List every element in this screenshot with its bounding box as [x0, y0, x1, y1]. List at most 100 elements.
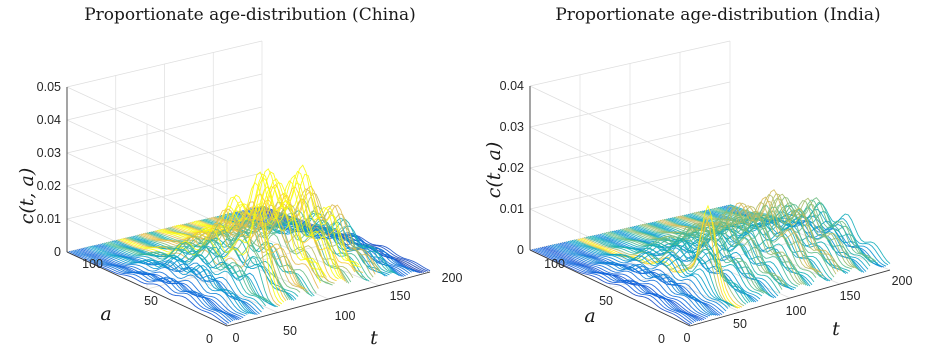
- surface-line: [545, 245, 707, 320]
- surface-line: [94, 244, 256, 315]
- surface-line: [158, 171, 323, 279]
- surface-line: [569, 240, 731, 307]
- surface-line: [88, 246, 250, 314]
- chart-title: Proportionate age-distribution (China): [84, 5, 416, 25]
- surface-line: [107, 240, 270, 303]
- t-tick-label: 50: [283, 324, 297, 338]
- india-surface-chart: Proportionate age-distribution (India) 0…: [483, 5, 913, 346]
- surface-line: [179, 183, 346, 282]
- t-tick-label: 50: [733, 317, 747, 331]
- surface-line: [160, 173, 325, 277]
- surface-line: [82, 247, 244, 319]
- z-tick-label: 0.04: [500, 79, 524, 93]
- surface-line: [661, 200, 823, 274]
- t-tick-label: 200: [442, 271, 463, 285]
- a-tick-label: 0: [658, 332, 665, 346]
- surface-line: [96, 244, 258, 316]
- surface-line: [547, 245, 709, 318]
- surface-line: [605, 227, 767, 293]
- a-axis-line: [529, 249, 691, 327]
- a-axis-line: [66, 251, 228, 327]
- a-tick-label: 100: [82, 257, 103, 271]
- t-tick-label: 100: [335, 309, 356, 323]
- t-tick-label: 0: [233, 331, 240, 345]
- surface-line: [90, 245, 252, 315]
- z-tick-label: 0.01: [37, 212, 61, 226]
- surface-line: [555, 243, 717, 316]
- grid-line: [609, 237, 811, 289]
- surface-line: [529, 249, 691, 326]
- surface-line: [583, 237, 745, 307]
- surface-line: [533, 248, 695, 323]
- surface-line: [599, 233, 761, 300]
- t-axis-line: [689, 269, 891, 327]
- t-tick-label: 200: [892, 274, 913, 288]
- a-axis-label: a: [100, 303, 111, 325]
- z-tick-label: 0: [517, 243, 524, 257]
- surface-line: [70, 250, 232, 323]
- surface-line: [105, 239, 268, 304]
- china-surface-chart: Proportionate age-distribution (China) 0…: [16, 5, 463, 349]
- surface-line: [100, 243, 262, 313]
- t-axis-label: t: [370, 327, 378, 349]
- surface-line: [86, 246, 248, 315]
- surface-line: [539, 247, 701, 322]
- surface-line: [585, 236, 747, 305]
- z-tick-label: 0.02: [500, 161, 524, 175]
- surface-line: [139, 212, 303, 290]
- surface-line: [137, 226, 301, 293]
- surface-line: [637, 221, 799, 287]
- surface-line: [625, 215, 787, 286]
- a-tick-label: 50: [144, 294, 158, 308]
- surface-line: [571, 239, 733, 307]
- surface-line: [78, 248, 240, 321]
- z-tick-label: 0.03: [500, 120, 524, 134]
- surface-line: [607, 226, 769, 294]
- a-tick-label: 50: [599, 294, 613, 308]
- surface-line: [581, 215, 743, 308]
- surface-line: [537, 247, 699, 322]
- t-tick-label: 150: [390, 289, 411, 303]
- z-axis-label: c(t, a): [16, 168, 38, 225]
- china-panel: Proportionate age-distribution (China) 0…: [16, 5, 463, 349]
- surface-line: [573, 239, 735, 307]
- surface-line: [140, 206, 305, 289]
- surface-line: [162, 185, 327, 278]
- surface-line: [575, 239, 737, 308]
- surface-line: [543, 246, 705, 321]
- surface-line: [535, 248, 697, 322]
- surface-line: [549, 244, 711, 317]
- surface-line: [541, 246, 703, 321]
- surface-line: [597, 234, 759, 302]
- surface-line: [551, 244, 713, 316]
- t-axis-label: t: [832, 318, 840, 340]
- surface-line: [563, 241, 725, 314]
- surface-line: [84, 247, 246, 317]
- surface-line: [531, 249, 693, 325]
- surface-line: [655, 213, 817, 278]
- z-tick-label: 0.05: [37, 80, 61, 94]
- surface-line: [142, 208, 307, 290]
- z-tick-label: 0: [54, 245, 61, 259]
- surface-line: [80, 248, 242, 320]
- surface-line: [621, 218, 783, 290]
- surface-line: [103, 242, 266, 307]
- t-tick-label: 0: [684, 331, 691, 345]
- surface-line: [109, 241, 272, 304]
- surface-line: [74, 249, 236, 321]
- surface-line: [691, 206, 853, 270]
- surface-line: [135, 235, 299, 297]
- z-tick-label: 0.02: [37, 179, 61, 193]
- z-tick-label: 0.01: [500, 202, 524, 216]
- t-axis-line: [226, 271, 431, 327]
- surface-line: [639, 210, 801, 286]
- surface-line: [68, 250, 230, 324]
- t-tick-label: 150: [840, 289, 861, 303]
- a-tick-label: 100: [544, 257, 565, 271]
- surface-line: [627, 223, 789, 287]
- surface-line: [619, 229, 781, 294]
- z-tick-label: 0.04: [37, 113, 61, 127]
- surface-line: [193, 164, 360, 266]
- surface-line: [72, 250, 234, 322]
- surface-line: [567, 240, 729, 309]
